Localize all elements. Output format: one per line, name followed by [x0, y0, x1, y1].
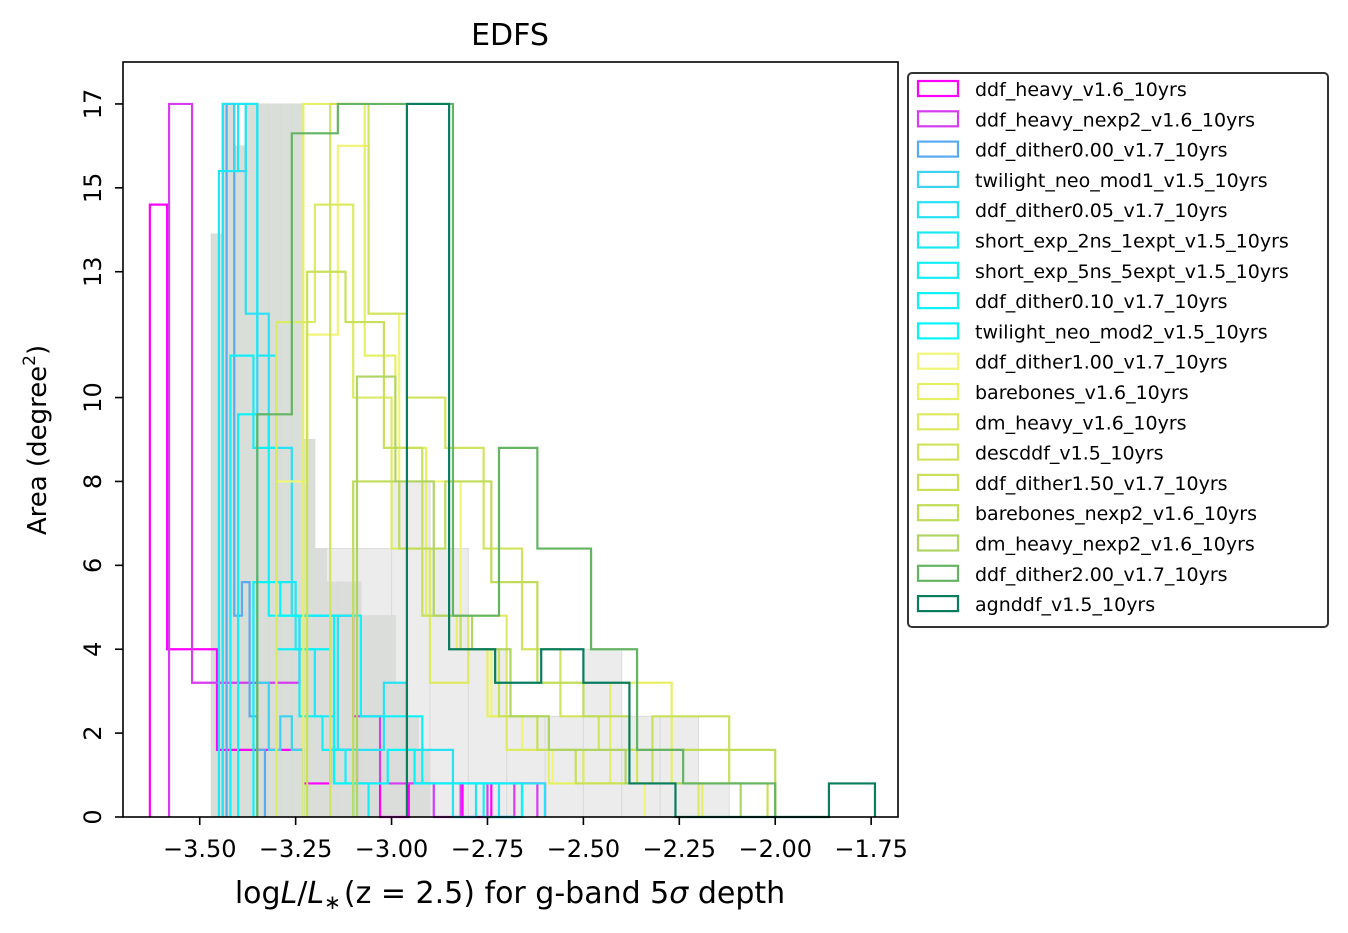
x-label-L: L — [281, 876, 298, 911]
y-tick-label: 8 — [79, 474, 107, 489]
background-bar — [697, 782, 730, 818]
legend-label: twilight_neo_mod2_v1.5_10yrs — [975, 321, 1268, 343]
legend-label: short_exp_2ns_1expt_v1.5_10yrs — [975, 231, 1289, 253]
x-axis-label: logL/L∗ (z = 2.5) for g-band 5σ depth — [235, 876, 785, 914]
legend-label: ddf_heavy_nexp2_v1.6_10yrs — [975, 109, 1255, 131]
legend-swatch — [916, 594, 960, 613]
histogram-step-twilight_neo_mod2_v1.5_10yrs — [252, 581, 524, 817]
y-label-superscript: 2 — [20, 355, 40, 366]
legend-swatch — [916, 201, 960, 219]
histogram-step-ddf_dither2.00_v1.7_10yrs — [256, 102, 777, 817]
histogram-step-twilight_neo_mod1_v1.5_10yrs — [221, 102, 305, 817]
x-label-band: for g-band 5 — [475, 876, 669, 911]
background-bar — [268, 103, 281, 818]
legend-box — [907, 72, 1329, 628]
y-tick-label: 13 — [79, 256, 107, 287]
legend-swatch — [916, 564, 960, 582]
x-label-prefix: log — [235, 876, 281, 911]
background-bar — [279, 103, 293, 818]
legend-swatch — [916, 140, 960, 158]
legend-label: barebones_v1.6_10yrs — [975, 382, 1189, 404]
y-axis-ticks: 0 2 4 6 8 10 13 15 17 — [79, 89, 123, 825]
x-tick-label: −3.50 — [163, 835, 237, 863]
background-bar — [245, 103, 258, 818]
legend-swatch — [916, 534, 960, 552]
x-tick-label: −2.25 — [643, 835, 717, 863]
legend-label: ddf_dither0.10_v1.7_10yrs — [975, 291, 1228, 313]
legend-swatch — [916, 292, 960, 310]
x-label-sigma: σ — [669, 876, 689, 911]
background-bar — [544, 715, 584, 818]
background-bar — [256, 103, 270, 818]
background-bar — [659, 715, 699, 818]
x-tick-label: −3.00 — [355, 835, 429, 863]
x-tick-label: −1.75 — [834, 835, 908, 863]
legend-label: descddf_v1.5_10yrs — [975, 443, 1164, 465]
background-bar — [582, 648, 623, 818]
y-axis-label: Area (degree2) — [20, 345, 53, 535]
legend-label: ddf_dither0.05_v1.7_10yrs — [975, 200, 1228, 222]
plot-frame — [122, 61, 899, 818]
background-bar — [222, 103, 235, 818]
legend-swatch — [916, 443, 960, 461]
y-tick-label: 10 — [79, 382, 107, 413]
legend-swatch — [916, 382, 960, 401]
background-bar — [302, 439, 316, 818]
legend-swatch — [916, 352, 960, 370]
y-tick-label: 6 — [79, 558, 107, 573]
legend-label: ddf_heavy_v1.6_10yrs — [975, 79, 1187, 101]
background-bar — [233, 145, 247, 818]
y-label-main: Area (degree — [23, 366, 53, 535]
legend-label: ddf_dither2.00_v1.7_10yrs — [975, 564, 1228, 586]
legend-label: short_exp_5ns_5expt_v1.5_10yrs — [975, 261, 1289, 283]
legend-label: ddf_dither0.00_v1.7_10yrs — [975, 140, 1228, 162]
histogram-step-barebones_v1.6_10yrs — [302, 102, 704, 817]
y-tick-label: 2 — [79, 725, 107, 740]
legend-swatch — [916, 504, 960, 522]
y-label-close: ) — [23, 345, 53, 355]
x-tick-label: −2.75 — [451, 835, 525, 863]
x-tick-label: −3.25 — [259, 835, 333, 863]
legend-label: ddf_dither1.50_v1.7_10yrs — [975, 473, 1228, 495]
y-tick-label: 4 — [79, 642, 107, 657]
background-bar — [621, 715, 661, 818]
legend-swatch — [916, 79, 960, 98]
y-tick-label: 0 — [79, 809, 107, 824]
histogram-step-short_exp_5ns_5expt_v1.5_10yrs — [229, 354, 370, 817]
x-tick-label: −2.50 — [547, 835, 621, 863]
x-label-tail: depth — [688, 876, 785, 911]
legend-swatch — [916, 322, 960, 340]
x-tick-label: −2.00 — [738, 835, 812, 863]
y-tick-label: 15 — [79, 173, 107, 204]
legend-swatch — [916, 413, 960, 431]
background-bar — [506, 715, 546, 818]
histogram-step-ddf_dither0.05_v1.7_10yrs — [221, 102, 547, 819]
legend-swatch — [916, 473, 960, 491]
legend-label: ddf_dither1.00_v1.7_10yrs — [975, 352, 1228, 374]
x-label-redshift: (z = 2.5) — [344, 876, 475, 911]
legend: ddf_heavy_v1.6_10yrs ddf_heavy_nexp2_v1.6… — [907, 72, 1329, 628]
legend-label: twilight_neo_mod1_v1.5_10yrs — [975, 170, 1268, 192]
x-axis-ticks: −3.50 −3.25 −3.00 −2.75 −2.50 −2.25 −2.00 −1.75 — [163, 817, 908, 863]
legend-swatch — [916, 261, 960, 279]
legend-label: agnddf_v1.5_10yrs — [975, 594, 1155, 616]
legend-label: dm_heavy_nexp2_v1.6_10yrs — [975, 534, 1255, 556]
legend-label: barebones_nexp2_v1.6_10yrs — [975, 503, 1257, 525]
legend-swatch — [916, 110, 960, 128]
legend-swatch — [916, 231, 960, 249]
background-bar — [391, 480, 431, 818]
y-tick-label: 17 — [79, 89, 107, 120]
x-label-subscript: ∗ — [324, 890, 341, 914]
legend-label: dm_heavy_v1.6_10yrs — [975, 412, 1187, 434]
background-bar — [291, 103, 304, 818]
legend-swatch — [916, 170, 960, 188]
chart-title: EDFS — [471, 18, 549, 53]
